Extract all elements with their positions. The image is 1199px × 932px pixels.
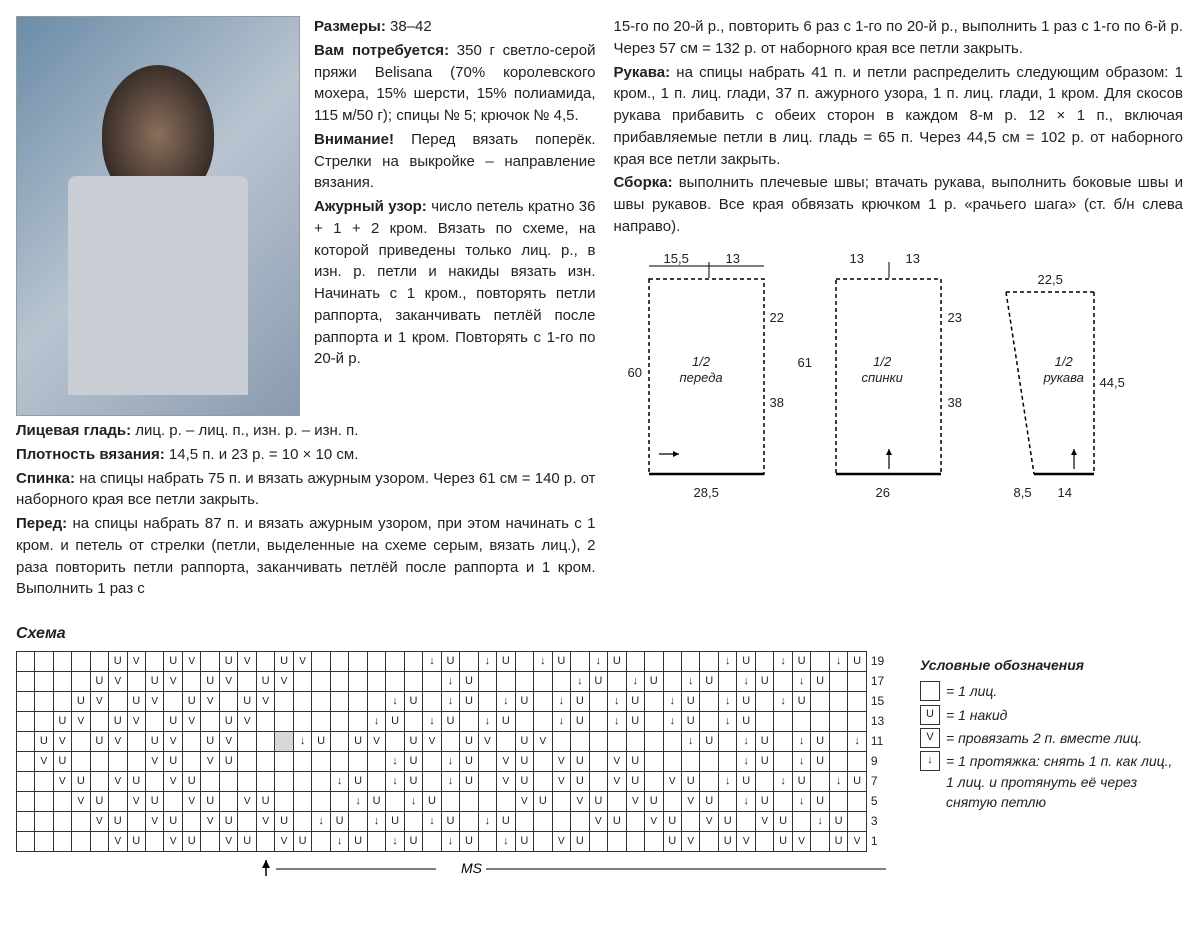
svg-text:MS: MS — [461, 860, 483, 876]
stitch-chart: UVUVUVUV↓U↓U↓U↓U↓U↓U↓U19UVUVUVUV↓U↓U↓U↓U… — [16, 651, 896, 880]
schematic-sleeve: 22,5 44,5 8,5 14 1/2 рукава — [994, 254, 1129, 514]
legend: Условные обозначения = 1 лиц.U= 1 накидV… — [920, 655, 1183, 815]
ms-label: MS — [16, 858, 896, 880]
instructions-left: Лицевая гладь: лиц. р. – лиц. п., изн. р… — [16, 420, 596, 602]
instructions-right: 15-го по 20-й р., повторить 6 раз с 1-го… — [614, 16, 1184, 240]
schema-title: Схема — [16, 622, 1183, 645]
intro-text: Размеры: 38–42 Вам потребуется: 350 г св… — [314, 16, 596, 416]
schematic-front: 15,5 13 22 38 60 28,5 61 1/2 переда — [624, 254, 784, 514]
pattern-photo — [16, 16, 300, 416]
schematic-back: 13 13 23 38 26 1/2 спинки — [814, 254, 964, 514]
schematics: 15,5 13 22 38 60 28,5 61 1/2 переда 13 — [614, 254, 1184, 514]
